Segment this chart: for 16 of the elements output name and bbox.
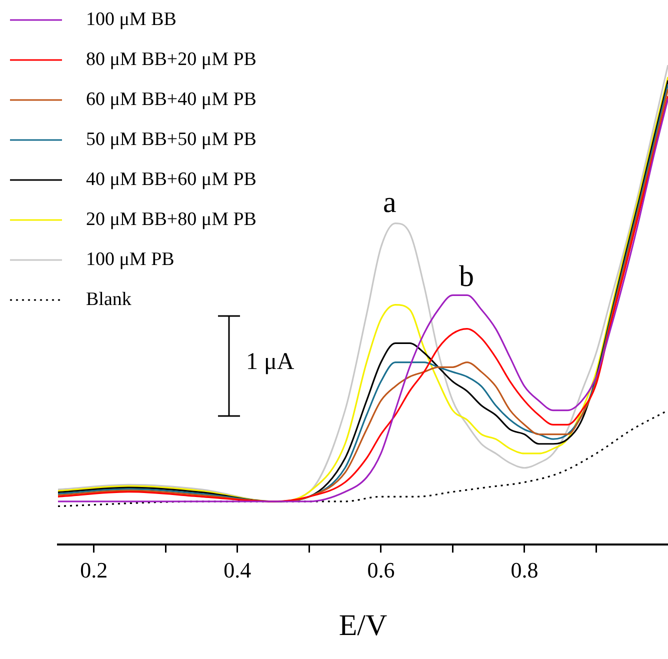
annotation: b xyxy=(459,260,474,293)
x-tick-label: 0.4 xyxy=(224,558,252,583)
legend-label: 60 μM BB+40 μM PB xyxy=(86,89,256,111)
x-tick-label: 0.6 xyxy=(367,558,395,583)
legend-label: 50 μM BB+50 μM PB xyxy=(86,129,256,151)
x-tick-label: 0.2 xyxy=(80,558,108,583)
x-tick-label: 0.8 xyxy=(510,558,538,583)
legend-label: 100 μM BB xyxy=(86,9,176,31)
legend-label: Blank xyxy=(86,289,132,311)
legend-label: 80 μM BB+20 μM PB xyxy=(86,49,256,71)
x-axis-title: E/V xyxy=(338,608,388,642)
legend-label: 20 μM BB+80 μM PB xyxy=(86,209,256,231)
legend-label: 100 μM PB xyxy=(86,249,174,271)
legend-label: 40 μM BB+60 μM PB xyxy=(86,169,256,191)
annotation: 1 μA xyxy=(246,349,294,375)
annotation: a xyxy=(383,186,396,219)
